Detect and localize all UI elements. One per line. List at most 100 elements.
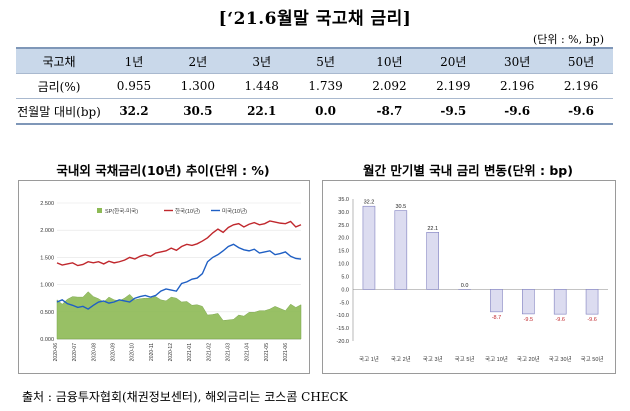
data-label: 22.1 <box>427 226 438 232</box>
y-tick-label: 0.000 <box>40 337 54 343</box>
x-tick-label: 2020-10 <box>130 343 136 362</box>
unit-label: (단위 : %, bp) <box>532 33 604 46</box>
table-cell: -9.6 <box>485 98 550 125</box>
x-tick-label: 국고 1년 <box>359 355 379 363</box>
x-tick-label: 국고 50년 <box>581 355 604 363</box>
table-cell: -9.6 <box>549 98 613 125</box>
table-cell: -9.5 <box>421 98 486 125</box>
header-cell: 20년 <box>421 47 486 74</box>
bar <box>394 210 408 290</box>
table-cell: 2.199 <box>421 73 486 99</box>
table-cell: 2.092 <box>357 73 422 99</box>
x-tick-label: 2021-06 <box>283 343 289 362</box>
table-cell: 0.955 <box>102 73 166 99</box>
header-cell: 2년 <box>165 47 230 74</box>
data-label: -9.6 <box>555 317 564 323</box>
x-tick-label: 2020-08 <box>91 343 97 362</box>
left-chart-panel: 2.500 2.000 1.500 1.000 0.500 0.000 2020-06 20… <box>18 180 310 374</box>
y-tick-label: 2.500 <box>40 201 54 207</box>
table-cell: 30.5 <box>165 98 230 125</box>
table-cell: -8.7 <box>357 98 422 125</box>
y-tick-label: -10.0 <box>336 313 349 319</box>
y-tick-label: 30.0 <box>338 210 349 216</box>
y-tick-label: 0.0 <box>341 287 349 293</box>
us-10y-line <box>56 243 302 310</box>
y-tick-label: 0.500 <box>40 310 54 316</box>
table-cell: 2.196 <box>485 73 550 99</box>
x-tick-label: 국고 30년 <box>549 355 572 363</box>
table-cell: 2.196 <box>549 73 613 99</box>
x-tick-label: 2020-06 <box>53 343 59 362</box>
header-cell: 50년 <box>549 47 613 74</box>
row-label: 금리(%) <box>16 73 102 99</box>
table-cell: 22.1 <box>229 98 294 125</box>
data-label: 30.5 <box>395 204 406 210</box>
y-tick-label: 1.500 <box>40 255 54 261</box>
rates-table: 국고채 1년 2년 3년 5년 10년 20년 30년 50년 금리(%) 0.… <box>16 47 613 125</box>
table-header-row: 국고채 1년 2년 3년 5년 10년 20년 30년 50년 <box>16 47 613 74</box>
legend-label: 미국(10년) <box>222 207 247 215</box>
x-tick-label: 국고 2년 <box>391 355 411 363</box>
row-label: 전월말 대비(bp) <box>16 98 102 125</box>
spread-area <box>56 291 302 340</box>
table-cell: 1.739 <box>293 73 358 99</box>
bar <box>490 289 503 313</box>
x-tick-label: 2020-09 <box>111 343 117 362</box>
legend-label: 한국(10년) <box>175 207 200 215</box>
table-row: 금리(%) 0.955 1.300 1.448 1.739 2.092 2.19… <box>16 73 613 99</box>
x-tick-label: 2020-12 <box>168 343 174 362</box>
x-tick-label: 국고 10년 <box>485 355 508 363</box>
line-chart: 2.500 2.000 1.500 1.000 0.500 0.000 2020-06 20… <box>40 201 302 362</box>
y-tick-label: 5.0 <box>341 274 349 280</box>
y-tick-label: -20.0 <box>336 339 349 345</box>
bar <box>426 232 439 290</box>
table-cell: 1.448 <box>229 73 294 99</box>
source-note: 출처 : 금융투자협회(채권정보센터), 해외금리는 코스콤 CHECK <box>22 390 348 404</box>
x-tick-label: 국고 5년 <box>455 355 475 363</box>
y-tick-label: -5.0 <box>340 300 349 306</box>
right-chart-caption: 월간 만기별 국내 금리 변동(단위 : bp) <box>363 163 573 178</box>
table-cell: 0.0 <box>293 98 358 125</box>
data-label: -8.7 <box>492 315 501 321</box>
header-cell: 1년 <box>102 47 166 74</box>
table-cell: 1.300 <box>165 73 230 99</box>
y-tick-label: 2.000 <box>40 228 54 234</box>
data-label: 0.0 <box>461 283 469 289</box>
x-tick-label: 국고 20년 <box>517 355 540 363</box>
y-tick-label: 10.0 <box>338 262 349 268</box>
data-label: -9.5 <box>524 317 533 323</box>
bar <box>585 289 599 315</box>
x-tick-label: 국고 3년 <box>423 355 443 363</box>
page-title: [‘21.6월말 국고채 금리] <box>218 9 412 29</box>
y-tick-label: 35.0 <box>338 197 349 203</box>
x-tick-label: 2020-11 <box>149 343 155 361</box>
x-tick-label: 2021-04 <box>245 343 251 362</box>
x-tick-label: 2021-05 <box>264 343 270 362</box>
x-tick-label: 2021-02 <box>206 343 212 362</box>
y-tick-label: 20.0 <box>338 236 349 242</box>
y-tick-label: 1.000 <box>40 283 54 289</box>
y-tick-label: 25.0 <box>338 223 349 229</box>
data-label: 32.2 <box>364 200 375 206</box>
legend-swatch <box>97 208 102 213</box>
bar-chart: 35.0 30.0 25.0 20.0 15.0 10.0 5.0 0.0 -5.0 -10.0 -… <box>336 197 608 363</box>
left-chart-caption: 국내외 국채금리(10년) 추이(단위 : %) <box>56 163 270 178</box>
y-tick-label: 15.0 <box>338 249 349 255</box>
right-chart-panel: 35.0 30.0 25.0 20.0 15.0 10.0 5.0 0.0 -5.0 -10.0 -… <box>322 180 616 374</box>
header-cell: 10년 <box>357 47 422 74</box>
x-tick-label: 2021-03 <box>226 343 232 362</box>
x-tick-label: 2020-07 <box>72 343 78 362</box>
bar <box>553 289 567 315</box>
bar <box>362 205 376 290</box>
data-label: -9.6 <box>587 317 596 323</box>
bar <box>522 289 535 315</box>
table-row: 전월말 대비(bp) 32.2 30.5 22.1 0.0 -8.7 -9.5 … <box>16 98 613 125</box>
header-cell: 국고채 <box>16 47 102 74</box>
y-tick-label: -15.0 <box>336 326 349 332</box>
header-cell: 3년 <box>229 47 294 74</box>
x-tick-label: 2021-01 <box>187 343 193 362</box>
header-cell: 5년 <box>293 47 358 74</box>
table-cell: 32.2 <box>102 98 166 125</box>
korea-10y-line <box>56 220 302 267</box>
legend-label: SP(한국-미국) <box>105 207 138 215</box>
